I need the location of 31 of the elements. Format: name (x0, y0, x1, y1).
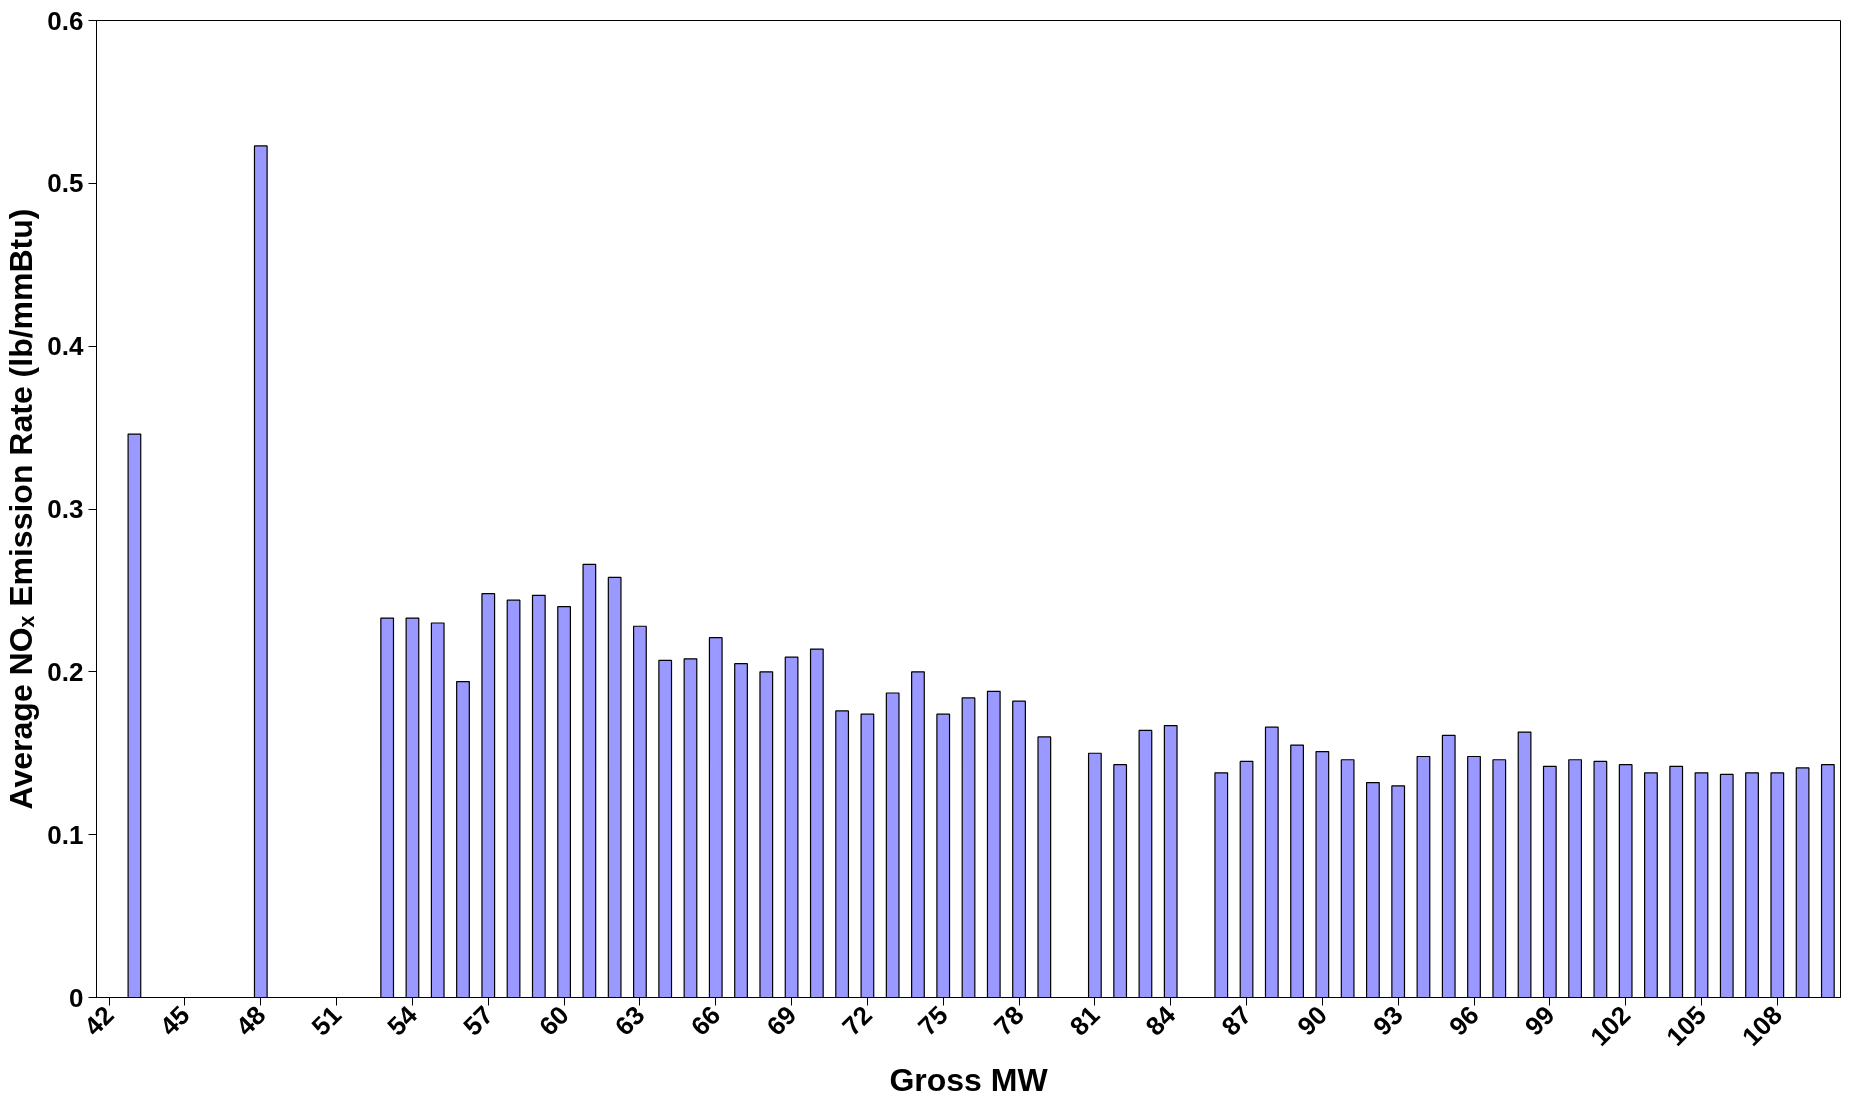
x-tick-label: 87 (1215, 999, 1258, 1042)
x-tick-label: 63 (608, 999, 651, 1042)
y-tick-label: 0.6 (47, 5, 84, 36)
x-tick-label: 57 (457, 999, 499, 1042)
y-tick-label: 0.2 (47, 656, 84, 687)
x-tick-label: 75 (912, 999, 954, 1042)
x-tick-label: 84 (1139, 999, 1182, 1042)
x-tick-label: 108 (1736, 999, 1788, 1052)
x-tick-label: 54 (381, 999, 424, 1042)
x-tick-label: 45 (153, 999, 196, 1042)
x-tick-label: 96 (1442, 999, 1485, 1042)
x-tick-label: 81 (1063, 999, 1106, 1042)
y-tick-label: 0 (69, 982, 84, 1013)
y-axis-title: Average NOₓ Emission Rate (lb/mmBtu) (3, 208, 40, 810)
x-tick-label: 78 (987, 999, 1030, 1042)
x-tick-label: 60 (533, 999, 575, 1042)
x-tick-label: 48 (229, 999, 272, 1042)
x-tick-label: 69 (760, 999, 803, 1042)
x-tick-label: 90 (1291, 999, 1333, 1042)
y-tick-label: 0.4 (47, 331, 85, 362)
y-tick-label: 0.5 (47, 168, 84, 199)
x-tick-label: 93 (1367, 999, 1409, 1042)
x-tick-label: 72 (836, 999, 878, 1042)
x-axis-title: Gross MW (889, 1061, 1049, 1098)
y-tick-label: 0.3 (47, 494, 84, 524)
x-tick-label: 102 (1584, 999, 1637, 1052)
y-tick-label: 0.1 (47, 819, 84, 850)
x-tick-label: 99 (1518, 999, 1561, 1042)
x-tick-label: 66 (684, 999, 727, 1042)
x-tick-label: 51 (305, 999, 348, 1042)
x-tick-label: 105 (1660, 999, 1713, 1052)
